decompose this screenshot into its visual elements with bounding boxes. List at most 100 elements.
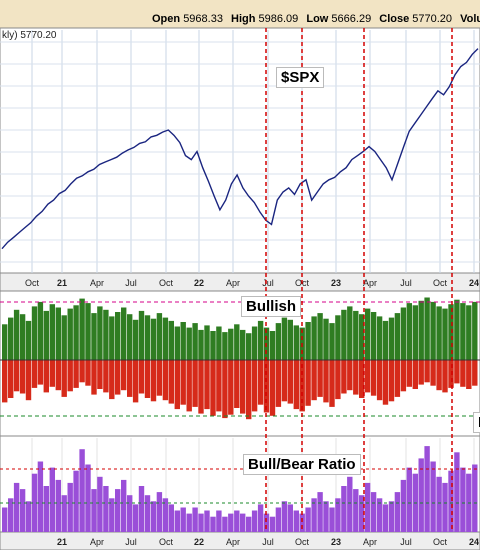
ratio-bar bbox=[162, 498, 169, 532]
ratio-bar bbox=[299, 513, 305, 532]
bullish-bar bbox=[442, 308, 448, 360]
bearish-bar bbox=[293, 360, 299, 410]
ratio-bar bbox=[37, 461, 44, 532]
ratio-bar bbox=[192, 507, 198, 532]
bearish-bar bbox=[121, 360, 127, 391]
bearish-bar bbox=[347, 360, 353, 391]
price-x-tick-label: 22 bbox=[194, 278, 204, 288]
ratio-bar bbox=[293, 510, 299, 532]
bullish-bar bbox=[49, 304, 55, 360]
bearish-bar bbox=[287, 360, 293, 404]
ohlc-header: Open 5968.33 High 5986.09 Low 5666.29 Cl… bbox=[0, 0, 480, 29]
low-value: 5666.29 bbox=[331, 13, 372, 25]
ratio-bar bbox=[347, 476, 353, 532]
bearish-bar bbox=[317, 360, 323, 397]
bullish-bar bbox=[79, 298, 85, 360]
bearish-bar bbox=[388, 360, 395, 402]
bullish-bar bbox=[103, 309, 109, 361]
bearish-bar bbox=[412, 360, 418, 389]
ratio-bar bbox=[305, 507, 311, 532]
bearish-bar bbox=[341, 360, 347, 394]
ratio-bar bbox=[317, 492, 323, 532]
bearish-bar bbox=[353, 360, 359, 395]
bearish-bar bbox=[460, 360, 466, 387]
ratio-bar bbox=[323, 501, 329, 532]
bearish-bar bbox=[180, 360, 186, 405]
bearish-bar bbox=[127, 360, 133, 397]
bearish-bar bbox=[448, 360, 454, 388]
bearish-bar bbox=[156, 360, 163, 396]
bearish-bar bbox=[269, 360, 276, 416]
bearish-bar bbox=[424, 360, 430, 383]
bearish-bar bbox=[376, 360, 383, 401]
bullish-bar bbox=[472, 301, 478, 360]
ratio-bar bbox=[246, 516, 252, 532]
ratio-bar bbox=[61, 495, 67, 532]
bullish-bar bbox=[180, 322, 186, 360]
ratio-bar bbox=[186, 513, 192, 532]
bearish-bar bbox=[418, 360, 424, 385]
ratio-bar bbox=[2, 507, 8, 532]
bearish-bar bbox=[281, 360, 288, 402]
ratio-x-tick-label: Oct bbox=[159, 537, 174, 547]
bullish-bar bbox=[186, 327, 192, 360]
bearish-bar bbox=[97, 360, 103, 389]
bearish-bar bbox=[335, 360, 341, 400]
bullish-bar bbox=[162, 317, 169, 360]
bullish-bar bbox=[341, 309, 347, 361]
ratio-bar bbox=[287, 504, 293, 532]
ratio-x-tick-label: 24 bbox=[469, 537, 479, 547]
bullish-bar bbox=[370, 312, 377, 360]
bearish-bar bbox=[67, 360, 73, 392]
price-series-label: kly) 5770.20 bbox=[2, 30, 57, 41]
bullish-bar bbox=[127, 314, 133, 360]
ratio-bar bbox=[370, 492, 377, 532]
bullish-bar bbox=[150, 318, 157, 360]
bullish-bar bbox=[412, 305, 418, 360]
ratio-bar bbox=[472, 464, 478, 532]
bearish-bar bbox=[400, 360, 407, 392]
price-x-tick-label: Apr bbox=[226, 278, 240, 288]
bullish-bar bbox=[240, 329, 246, 361]
bearish-bar bbox=[91, 360, 97, 395]
high-label: High bbox=[231, 13, 256, 25]
price-x-tick-label: 21 bbox=[57, 278, 67, 288]
bullish-bar bbox=[109, 316, 115, 360]
bearish-bar bbox=[43, 360, 49, 393]
bullish-bar bbox=[353, 310, 359, 360]
ratio-bar bbox=[97, 476, 103, 532]
bullish-bar bbox=[359, 314, 365, 360]
bearish-bar bbox=[370, 360, 377, 396]
bullish-bar bbox=[8, 317, 14, 360]
bullish-bar bbox=[55, 307, 61, 360]
bearish-bar bbox=[359, 360, 365, 398]
ratio-bar bbox=[55, 479, 61, 532]
ratio-bar bbox=[406, 467, 412, 532]
ratio-bar bbox=[269, 516, 276, 532]
ratio-bar bbox=[8, 498, 14, 532]
bullish-bar bbox=[216, 326, 222, 360]
bearish-bar bbox=[406, 360, 412, 387]
ratio-bar bbox=[43, 486, 49, 532]
bullish-bar bbox=[2, 324, 8, 360]
ratio-bar bbox=[19, 489, 26, 532]
bearish-bar bbox=[216, 360, 222, 412]
ratio-bar bbox=[234, 510, 240, 532]
bullish-bar bbox=[293, 325, 299, 360]
ratio-bar bbox=[382, 504, 389, 532]
bullish-bar bbox=[228, 328, 234, 360]
bullish-bar bbox=[335, 315, 341, 360]
bullish-bar bbox=[246, 333, 252, 360]
bullish-bar bbox=[168, 320, 174, 360]
ratio-bar bbox=[210, 516, 216, 532]
bearish-bar bbox=[25, 360, 32, 401]
ratio-bar bbox=[281, 501, 288, 532]
ratio-bar bbox=[67, 482, 73, 532]
bullish-bar bbox=[323, 318, 329, 360]
ratio-bar bbox=[13, 482, 20, 532]
ratio-bar bbox=[91, 489, 97, 532]
ratio-bar bbox=[442, 482, 448, 532]
price-x-tick-label: Jul bbox=[262, 278, 274, 288]
bullish-bar bbox=[305, 322, 311, 360]
ratio-bar bbox=[25, 501, 32, 532]
